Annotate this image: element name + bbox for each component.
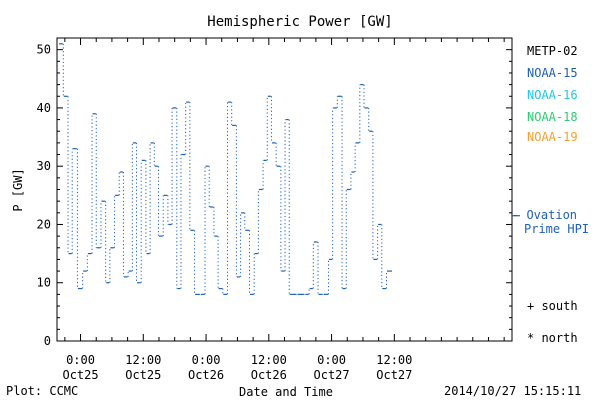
x-tick-date-label: Oct27: [376, 368, 412, 382]
ovation-label-line-1: - Ovation: [512, 208, 578, 222]
y-tick-label: 20: [37, 217, 51, 231]
legend-item-noaa-19: NOAA-19: [527, 130, 578, 144]
x-tick-date-label: Oct25: [62, 368, 98, 382]
y-axis: 0 10 20 30 40 50: [37, 37, 512, 348]
x-tick-date-label: Oct25: [125, 368, 161, 382]
x-tick-time-label: 0:00: [66, 353, 95, 367]
x-tick-date-label: Oct27: [314, 368, 350, 382]
y-axis-label: P [GW]: [11, 168, 25, 211]
marker-south: + south: [527, 299, 578, 313]
x-tick-time-label: 12:00: [376, 353, 412, 367]
y-tick-label: 50: [37, 43, 51, 57]
y-tick-label: 30: [37, 159, 51, 173]
x-tick-time-label: 0:00: [317, 353, 346, 367]
legend-item-noaa-16: NOAA-16: [527, 88, 578, 102]
y-tick-label: 40: [37, 101, 51, 115]
x-tick-date-label: Oct26: [251, 368, 287, 382]
legend-item-noaa-18: NOAA-18: [527, 110, 578, 124]
chart-title: Hemispheric Power [GW]: [207, 14, 392, 30]
x-tick-time-label: 0:00: [192, 353, 221, 367]
footer-timestamp: 2014/10/27 15:15:11: [444, 384, 582, 398]
plot-frame: [56, 37, 513, 342]
y-tick-label: 0: [44, 334, 51, 348]
x-axis-label: Date and Time: [239, 385, 333, 399]
ovation-label-line-2: Prime HPI: [524, 222, 590, 236]
x-axis: 0:00Oct2512:00Oct250:00Oct2612:00Oct260:…: [62, 38, 505, 382]
legend-item-noaa-15: NOAA-15: [527, 66, 578, 80]
x-tick-time-label: 12:00: [125, 353, 161, 367]
marker-north: * north: [527, 331, 578, 345]
y-tick-label: 10: [37, 276, 51, 290]
footer-source: Plot: CCMC: [6, 384, 79, 398]
x-tick-time-label: 12:00: [251, 353, 287, 367]
legend-item-metp-02: METP-02: [527, 44, 578, 58]
series-layer: [59, 43, 520, 295]
x-tick-date-label: Oct26: [188, 368, 224, 382]
